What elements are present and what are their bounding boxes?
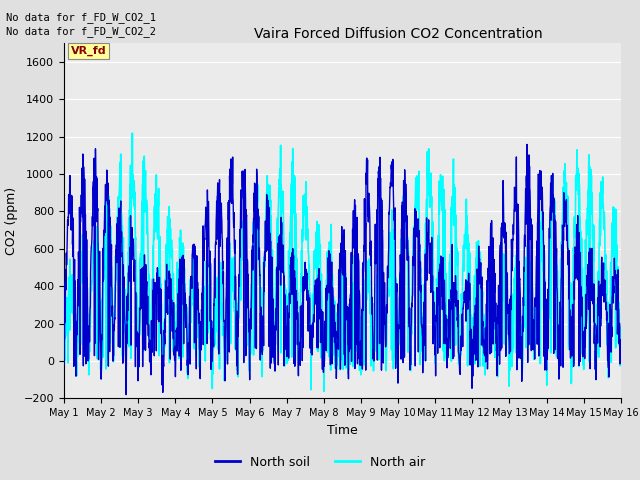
Y-axis label: CO2 (ppm): CO2 (ppm) (5, 187, 18, 255)
Title: Vaira Forced Diffusion CO2 Concentration: Vaira Forced Diffusion CO2 Concentration (254, 27, 542, 41)
Text: No data for f_FD_W_CO2_2: No data for f_FD_W_CO2_2 (6, 26, 156, 37)
X-axis label: Time: Time (327, 424, 358, 437)
Text: VR_fd: VR_fd (71, 46, 107, 56)
Legend: North soil, North air: North soil, North air (210, 451, 430, 474)
Text: No data for f_FD_W_CO2_1: No data for f_FD_W_CO2_1 (6, 12, 156, 23)
